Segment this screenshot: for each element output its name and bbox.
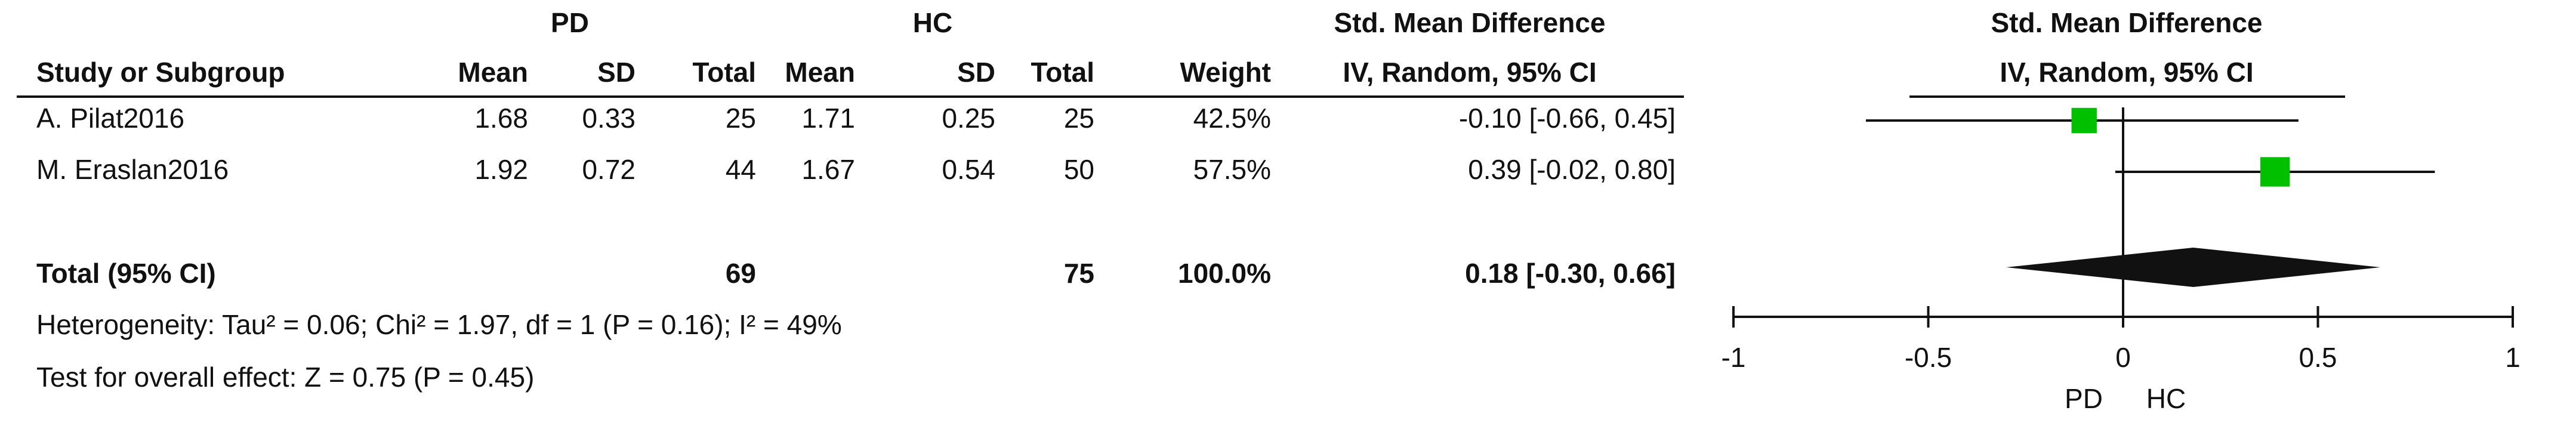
cell: 25 xyxy=(726,103,756,134)
column-header: Mean xyxy=(458,57,528,88)
cell: 1.92 xyxy=(474,154,528,185)
column-header: Mean xyxy=(785,57,855,88)
cell: 0.54 xyxy=(942,154,995,185)
cell: A. Pilat2016 xyxy=(36,103,184,134)
total-name: Total (95% CI) xyxy=(36,258,216,289)
plot-header: IV, Random, 95% CI xyxy=(2000,57,2253,88)
cell: 1.67 xyxy=(801,154,855,185)
x-tick-label: -0.5 xyxy=(1905,342,1952,373)
total-cell: 100.0% xyxy=(1178,258,1271,289)
x-tick-label: 0.5 xyxy=(2299,342,2337,373)
x-tick-label: -1 xyxy=(1722,342,1746,373)
group-header: PD xyxy=(551,7,589,38)
cell: 1.71 xyxy=(801,103,855,134)
column-header: Study or Subgroup xyxy=(36,57,285,88)
effect-box xyxy=(2260,157,2290,187)
favours-label: HC xyxy=(2146,383,2186,414)
cell: 44 xyxy=(726,154,756,185)
plot-header: Std. Mean Difference xyxy=(1991,7,2263,38)
cell: M. Eraslan2016 xyxy=(36,154,229,185)
cell: 57.5% xyxy=(1193,154,1271,185)
column-header: Total xyxy=(693,57,756,88)
ci-label: 0.39 [-0.02, 0.80] xyxy=(1468,154,1676,185)
x-tick-label: 0 xyxy=(2115,342,2131,373)
heterogeneity: Heterogeneity: Tau² = 0.06; Chi² = 1.97,… xyxy=(36,309,842,340)
effect-header: IV, Random, 95% CI xyxy=(1343,57,1596,88)
cell: 0.25 xyxy=(942,103,995,134)
group-header: HC xyxy=(913,7,952,38)
column-header: Total xyxy=(1031,57,1094,88)
cell: 50 xyxy=(1064,154,1094,185)
favours-label: PD xyxy=(2065,383,2103,414)
cell: 0.33 xyxy=(582,103,635,134)
cell: 0.72 xyxy=(582,154,635,185)
column-header: SD xyxy=(957,57,995,88)
total-ci: 0.18 [-0.30, 0.66] xyxy=(1465,258,1676,289)
column-header: SD xyxy=(597,57,635,88)
effect-header: Std. Mean Difference xyxy=(1334,7,1606,38)
overall-effect: Test for overall effect: Z = 0.75 (P = 0… xyxy=(36,362,534,393)
ci-label: -0.10 [-0.66, 0.45] xyxy=(1459,103,1676,134)
x-tick-label: 1 xyxy=(2505,342,2521,373)
total-cell: 75 xyxy=(1064,258,1094,289)
cell: 25 xyxy=(1064,103,1094,134)
cell: 1.68 xyxy=(474,103,528,134)
total-cell: 69 xyxy=(726,258,756,289)
summary-diamond xyxy=(2006,248,2380,287)
effect-box xyxy=(2071,107,2097,134)
cell: 42.5% xyxy=(1193,103,1271,134)
column-header: Weight xyxy=(1180,57,1271,88)
